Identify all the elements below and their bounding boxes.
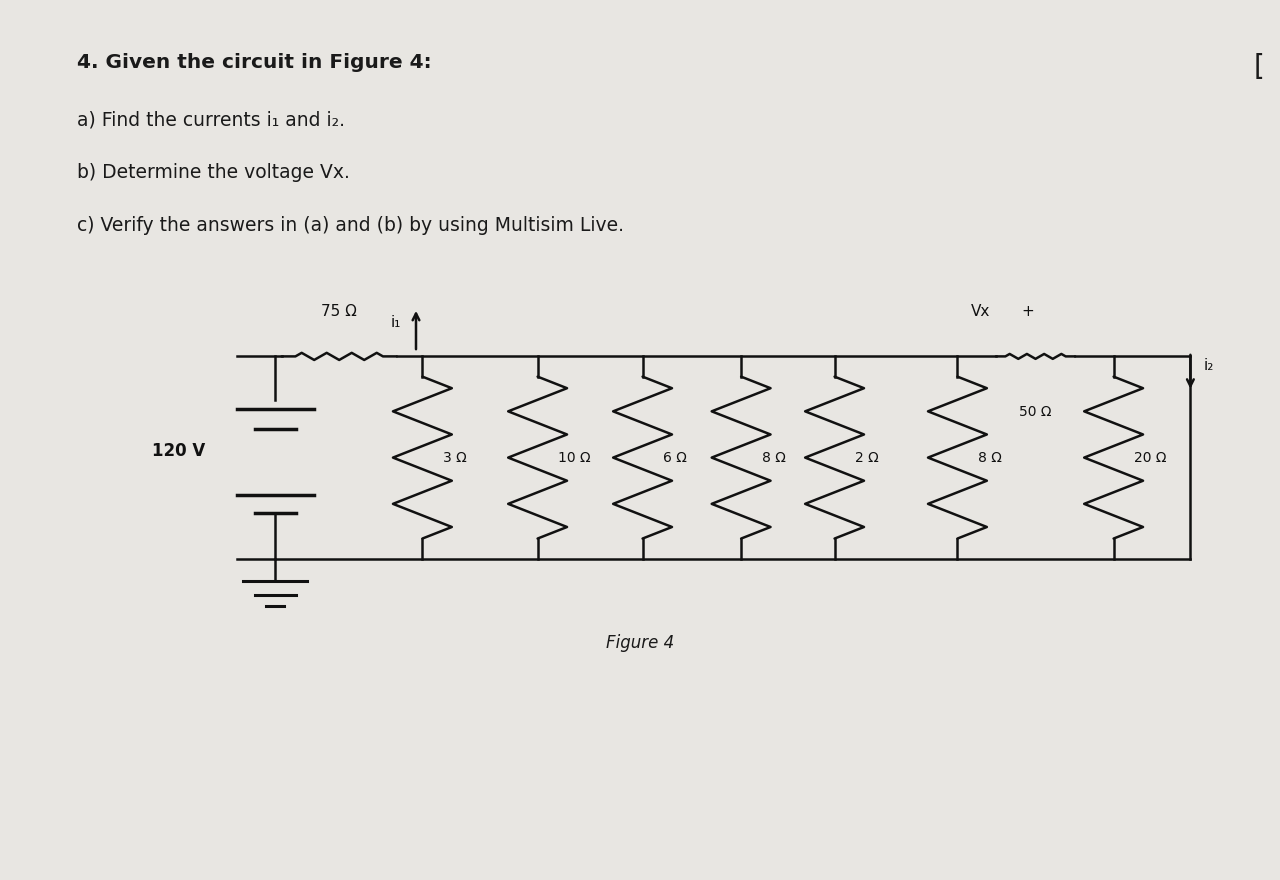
Text: 6 Ω: 6 Ω [663,451,687,465]
Text: i₂: i₂ [1203,357,1213,373]
Text: 20 Ω: 20 Ω [1134,451,1166,465]
Text: i₁: i₁ [390,315,401,331]
Text: 75 Ω: 75 Ω [321,304,357,319]
Text: 4. Given the circuit in Figure 4:: 4. Given the circuit in Figure 4: [77,53,431,72]
Text: Vx: Vx [970,304,991,319]
Text: a) Find the currents i₁ and i₂.: a) Find the currents i₁ and i₂. [77,110,344,129]
Text: 2 Ω: 2 Ω [855,451,879,465]
Text: 8 Ω: 8 Ω [762,451,786,465]
Text: Figure 4: Figure 4 [605,634,675,651]
Text: 3 Ω: 3 Ω [443,451,467,465]
Text: c) Verify the answers in (a) and (b) by using Multisim Live.: c) Verify the answers in (a) and (b) by … [77,216,623,235]
Text: [: [ [1254,53,1265,81]
Text: 50 Ω: 50 Ω [1019,405,1052,419]
Text: 8 Ω: 8 Ω [978,451,1002,465]
Text: 10 Ω: 10 Ω [558,451,590,465]
Text: +: + [1021,304,1034,319]
Text: b) Determine the voltage Vx.: b) Determine the voltage Vx. [77,163,349,182]
Text: 120 V: 120 V [151,442,205,459]
